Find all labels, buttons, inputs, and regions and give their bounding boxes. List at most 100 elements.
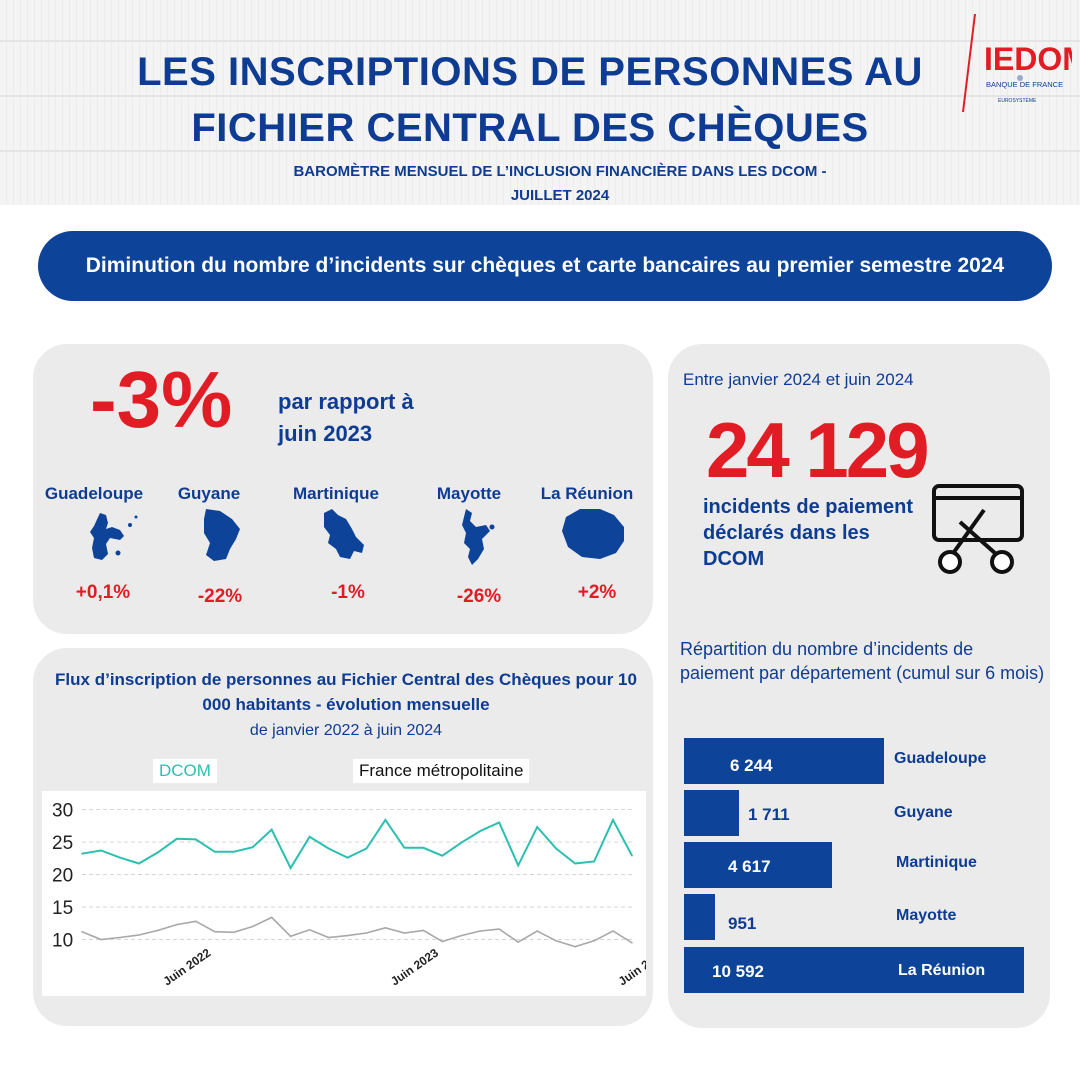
data-point-0-3 — [138, 862, 140, 865]
data-point-1-3 — [138, 934, 140, 936]
bar-label-martinique: Martinique — [896, 854, 977, 871]
region-name-la-reunion: La Réunion — [540, 484, 634, 503]
bar-la-reunion — [684, 947, 1024, 993]
variation-panel — [33, 344, 653, 634]
y-tick-label-30: 30 — [52, 801, 73, 822]
data-point-1-13 — [327, 936, 330, 939]
region-name-mayotte: Mayotte — [436, 484, 502, 503]
data-point-0-20 — [460, 841, 463, 844]
chart-subtitle: de janvier 2022 à juin 2024 — [249, 722, 443, 739]
incidents-period: Entre janvier 2024 et juin 2024 — [683, 370, 914, 389]
headline-text: Diminution du nombre d’incidents sur chè… — [85, 254, 1005, 277]
data-point-0-1 — [100, 849, 102, 852]
region-name-guadeloupe: Guadeloupe — [44, 484, 144, 503]
data-point-0-4 — [157, 851, 159, 854]
bar-martinique — [684, 842, 832, 888]
data-point-1-21 — [479, 930, 482, 932]
data-point-0-28 — [612, 819, 614, 821]
credit-card-scissors-icon — [932, 484, 1024, 574]
data-point-0-15 — [365, 847, 368, 850]
x-tick-label-1: Juin 2023 — [388, 945, 441, 988]
data-point-0-10 — [270, 828, 273, 831]
logo-sub: BANQUE DE FRANCE — [986, 80, 1063, 89]
data-point-1-18 — [422, 929, 425, 932]
x-tick-label-2: Juin 2024 — [616, 945, 646, 988]
data-point-0-9 — [251, 846, 254, 848]
page-title: LES INSCRIPTIONS DE PERSONNES AU FICHIER… — [90, 44, 970, 156]
data-point-1-24 — [536, 930, 538, 932]
la-reunion-map-icon — [562, 509, 624, 559]
incidents-description: incidents de paiement déclarés dans les … — [703, 496, 914, 570]
data-point-1-29 — [631, 942, 633, 944]
data-point-1-10 — [270, 916, 273, 919]
logo-text: IEDOM — [984, 41, 1072, 77]
bar-label-guadeloupe: Guadeloupe — [894, 750, 987, 767]
data-point-0-19 — [441, 854, 444, 857]
data-point-0-0 — [81, 852, 83, 855]
martinique-map-icon — [324, 509, 364, 559]
region-change-mayotte: -26% — [456, 586, 502, 607]
data-point-1-17 — [403, 932, 406, 934]
bar-label-la-reunion: La Réunion — [898, 962, 986, 979]
region-change-la-reunion: +2% — [577, 582, 617, 603]
bar-mayotte — [684, 894, 715, 940]
data-point-1-27 — [593, 940, 595, 942]
data-point-1-19 — [441, 940, 444, 943]
data-point-1-9 — [251, 925, 254, 928]
bar-value-martinique: 4 617 — [728, 857, 771, 876]
bar-value-guyane: 1 711 — [748, 805, 790, 824]
data-point-0-27 — [593, 860, 595, 863]
bar-value-la-reunion: 10 592 — [712, 962, 764, 981]
data-point-0-24 — [536, 826, 538, 828]
data-point-0-7 — [214, 851, 216, 853]
data-point-0-26 — [574, 862, 576, 865]
region-change-martinique: -1% — [331, 582, 365, 603]
title-line-1: LES INSCRIPTIONS DE PERSONNES AU — [137, 50, 923, 94]
bar-value-guadeloupe: 6 244 — [730, 756, 773, 775]
data-point-1-20 — [460, 934, 463, 937]
data-point-1-15 — [365, 932, 368, 934]
guadeloupe-map-icon — [90, 513, 138, 560]
data-point-1-2 — [119, 936, 121, 939]
data-point-1-4 — [157, 929, 159, 932]
data-point-1-7 — [214, 930, 216, 933]
data-point-1-5 — [176, 923, 178, 926]
subtitle-line-2: JUILLET 2024 — [510, 187, 610, 204]
data-point-1-8 — [232, 931, 235, 934]
bar-value-mayotte: 951 — [728, 914, 757, 933]
bar-guyane — [684, 790, 739, 836]
repartition-title: Répartition du nombre d’incidents de pai… — [680, 639, 1045, 683]
data-point-0-29 — [631, 854, 633, 857]
region-name-guyane: Guyane — [177, 484, 241, 503]
line-chart: 10 15 20 25 30 Juin 2022 Juin 2023 Juin 2024 — [52, 801, 669, 989]
legend-france-metropolitaine: France métropolitaine — [353, 759, 530, 783]
data-point-0-17 — [403, 847, 406, 849]
data-point-0-5 — [176, 838, 178, 840]
data-point-1-6 — [195, 920, 197, 923]
data-point-1-16 — [384, 927, 387, 929]
series-line-france-metropolitaine — [81, 916, 633, 948]
incidents-total: 24 129 — [706, 406, 930, 494]
bar-guadeloupe — [684, 738, 884, 784]
data-point-0-13 — [327, 847, 330, 850]
data-point-0-16 — [384, 819, 387, 821]
guyane-map-icon — [204, 509, 240, 561]
region-name-martinique: Martinique — [293, 484, 379, 503]
data-point-1-0 — [81, 930, 83, 933]
incidents-panel — [668, 344, 1050, 1028]
subtitle-line-1: BAROMÈTRE MENSUEL DE L’INCLUSION FINANCI… — [293, 163, 827, 180]
data-point-1-12 — [308, 929, 311, 931]
y-tick-label-15: 15 — [52, 898, 73, 919]
region-change-guadeloupe: +0,1% — [75, 582, 131, 603]
bar-label-guyane: Guyane — [894, 804, 953, 821]
chart-title: Flux d’inscription de personnes au Fichi… — [55, 670, 637, 714]
data-point-1-14 — [346, 934, 349, 937]
series-line-dcom — [81, 817, 633, 871]
data-point-0-11 — [289, 867, 292, 869]
x-tick-label-0: Juin 2022 — [161, 945, 214, 988]
header-background — [0, 0, 1080, 205]
data-point-1-23 — [517, 941, 519, 943]
logo-small: EUROSYSTÈME — [998, 97, 1037, 104]
data-point-0-14 — [346, 856, 349, 859]
data-point-0-25 — [555, 847, 557, 850]
